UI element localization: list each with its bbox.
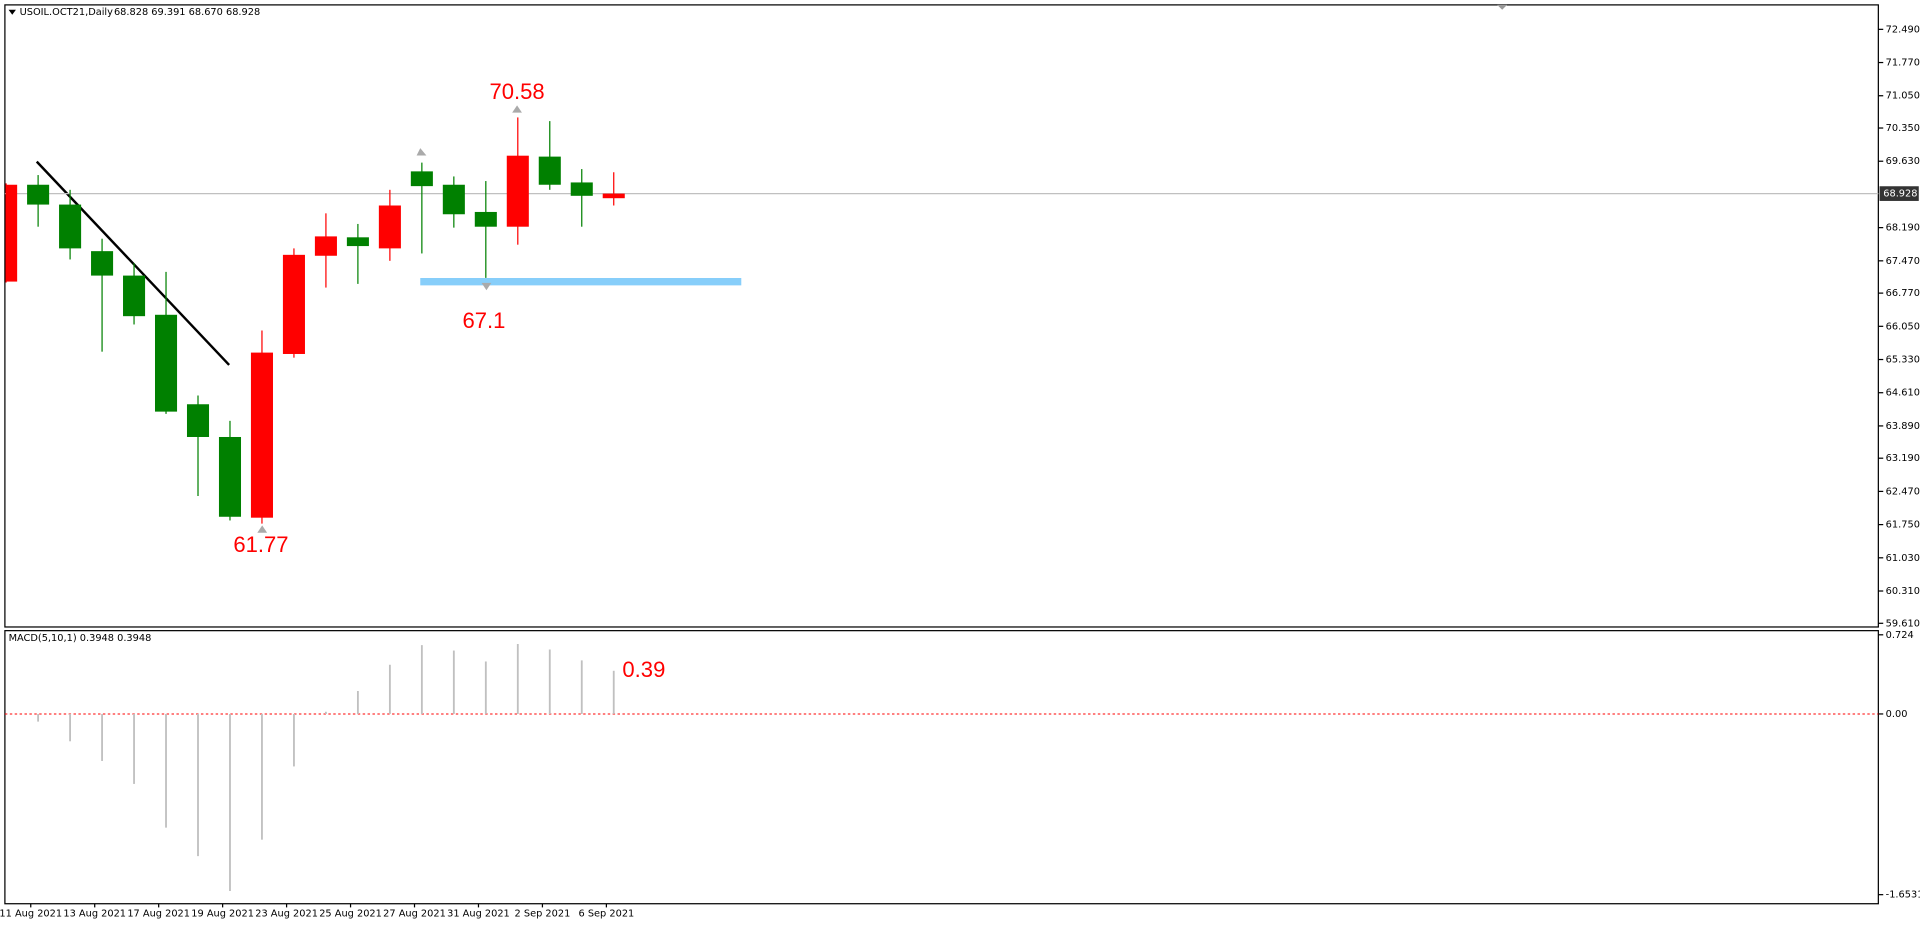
macd-panel — [4, 630, 1879, 905]
candle-body — [570, 182, 593, 196]
candle-body — [27, 184, 50, 205]
y-tick-label: 63.190 — [1886, 453, 1920, 464]
candle-body — [378, 205, 401, 249]
fractal-arrow — [416, 148, 427, 156]
y-tick-label: 72.490 — [1886, 24, 1920, 35]
price-annotation: 61.77 — [233, 532, 288, 557]
fractal-arrow — [257, 525, 268, 533]
last-price-box — [1879, 186, 1919, 201]
y-tick-label: 69.630 — [1886, 156, 1920, 167]
macd-title: MACD(5,10,1) 0.3948 0.3948 — [9, 633, 152, 644]
y-tick-label: 61.750 — [1886, 520, 1920, 531]
x-tick-label: 19 Aug 2021 — [191, 909, 254, 920]
x-tick-label: 27 Aug 2021 — [383, 909, 446, 920]
y-tick-label: 59.610 — [1886, 618, 1920, 629]
candle-body — [346, 237, 369, 247]
candle-body — [250, 352, 273, 518]
y-tick-label: 68.190 — [1886, 223, 1920, 234]
candle-body — [91, 251, 114, 276]
y-tick-label: 66.770 — [1886, 288, 1920, 299]
fractal-arrow — [512, 105, 522, 113]
x-tick-label: 17 Aug 2021 — [127, 909, 190, 920]
x-tick-label: 6 Sep 2021 — [578, 909, 634, 920]
symbol-title: USOIL.OCT21,Daily — [20, 7, 114, 18]
candle-body — [282, 254, 305, 354]
y-tick-label: 65.330 — [1886, 355, 1920, 366]
candle-body — [5, 184, 18, 282]
trend-line — [35, 160, 231, 366]
y-tick-label: 63.890 — [1886, 421, 1920, 432]
candle-body — [538, 156, 561, 185]
y-tick-label: 64.610 — [1886, 388, 1920, 399]
shift-marker — [1497, 4, 1508, 10]
candle-body — [410, 171, 433, 187]
macd-annotation: 0.39 — [622, 657, 665, 682]
y-tick-label: 71.770 — [1886, 58, 1920, 69]
candle-body — [123, 275, 146, 317]
candle-body — [186, 404, 210, 437]
x-tick-label: 11 Aug 2021 — [0, 909, 62, 920]
ohlc-values: 68.828 69.391 68.670 68.928 — [114, 7, 260, 18]
x-tick-label: 2 Sep 2021 — [515, 909, 571, 920]
x-tick-label: 23 Aug 2021 — [255, 909, 318, 920]
last-price-label: 68.928 — [1883, 189, 1917, 200]
x-tick-label: 25 Aug 2021 — [319, 909, 382, 920]
y-tick-label: 62.470 — [1886, 486, 1920, 497]
price-annotation: 67.1 — [463, 308, 506, 333]
candle-body — [218, 436, 242, 517]
candle-body — [474, 211, 497, 227]
y-tick-label: 60.310 — [1886, 586, 1920, 597]
y-tick-label: 0.00 — [1886, 709, 1908, 720]
candle-body — [154, 314, 178, 412]
x-tick-label: 13 Aug 2021 — [63, 909, 126, 920]
y-tick-label: 66.050 — [1886, 321, 1920, 332]
candle-body — [442, 184, 465, 215]
price-annotation: 70.58 — [489, 79, 544, 104]
y-tick-label: 67.470 — [1886, 256, 1920, 267]
y-tick-label: 70.350 — [1886, 123, 1920, 134]
y-tick-label: 71.050 — [1886, 91, 1920, 102]
candle-body — [602, 193, 625, 199]
x-tick-label: 31 Aug 2021 — [447, 909, 510, 920]
menu-arrow — [8, 9, 16, 15]
y-tick-label: -1.6531 — [1886, 890, 1920, 901]
candle-body — [506, 155, 529, 227]
price-panel — [4, 4, 1879, 628]
y-tick-label: 0.724 — [1886, 630, 1914, 641]
candle-body — [59, 204, 82, 249]
fractal-arrow — [481, 282, 492, 291]
candle-body — [314, 236, 337, 256]
y-tick-label: 61.030 — [1886, 553, 1920, 564]
